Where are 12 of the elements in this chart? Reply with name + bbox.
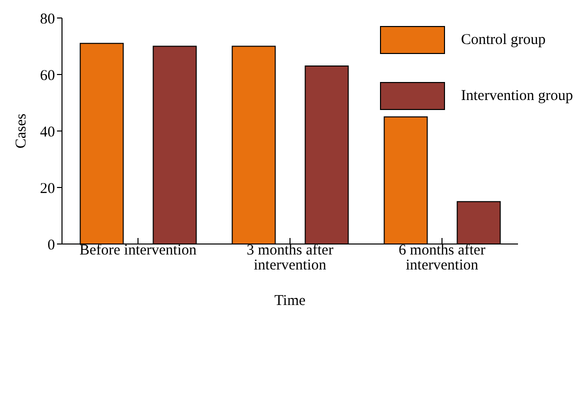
- y-tick-label: 80: [40, 11, 55, 28]
- y-tick-label: 20: [40, 180, 55, 197]
- x-tick-label: Before intervention: [79, 242, 198, 259]
- y-tick-label: 0: [48, 237, 55, 254]
- y-tick-label: 60: [40, 68, 55, 84]
- x-tick-label: 6 months after intervention: [398, 242, 486, 274]
- x-tick-label: 3 months after intervention: [246, 242, 334, 274]
- y-axis-title: Cases: [13, 113, 30, 148]
- legend-label: Intervention group: [461, 88, 574, 104]
- x-axis-title: Time: [274, 293, 306, 309]
- y-tick-label: 40: [40, 124, 55, 140]
- legend-label: Control group: [461, 32, 546, 48]
